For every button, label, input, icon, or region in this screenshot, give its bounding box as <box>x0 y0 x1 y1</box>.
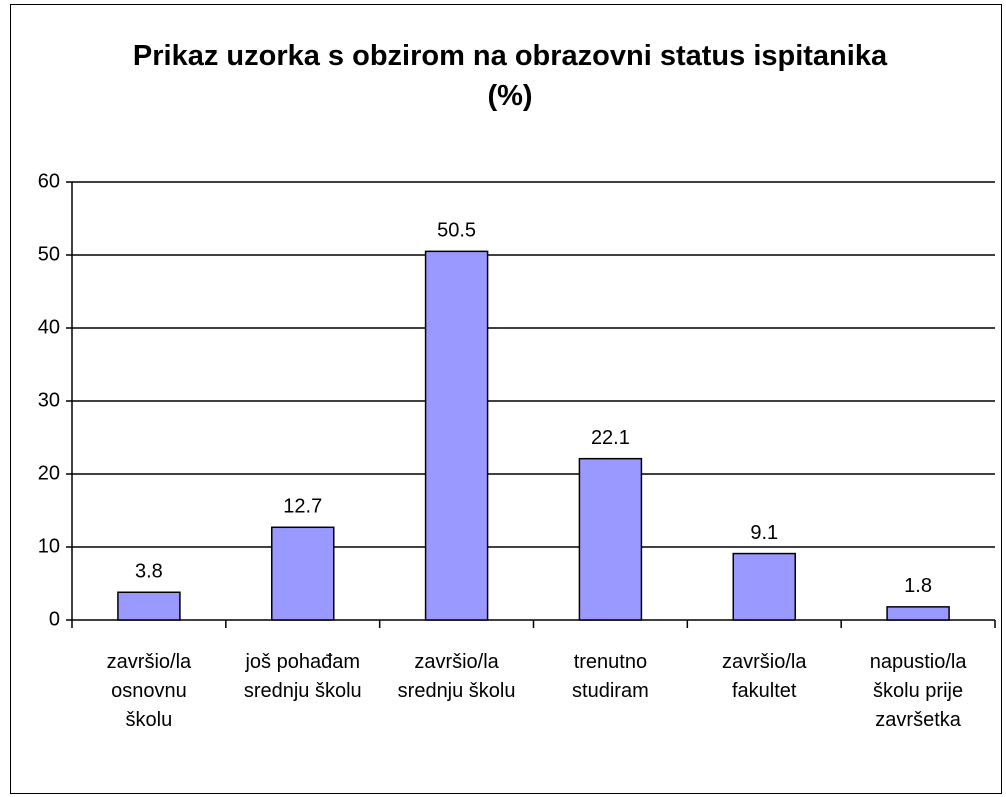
x-tick-label: završio/la fakultet <box>722 651 807 702</box>
data-label: 1.8 <box>904 575 932 597</box>
bar <box>424 250 489 621</box>
data-label: 9.1 <box>750 522 778 544</box>
data-label: 50.5 <box>437 220 476 242</box>
y-tick-label: 10 <box>38 535 60 557</box>
y-tick-label: 20 <box>38 462 60 484</box>
x-tick-label: napustio/la školu prije završetka <box>869 651 967 731</box>
y-tick-label: 0 <box>49 608 60 630</box>
x-tick-label: trenutno studiram <box>572 651 649 702</box>
data-label: 22.1 <box>591 427 630 449</box>
data-label: 12.7 <box>283 496 322 518</box>
bar <box>578 457 643 621</box>
y-tick-label: 60 <box>38 170 60 192</box>
bar <box>117 591 181 621</box>
y-tick-label: 30 <box>38 389 60 411</box>
bar <box>732 552 796 621</box>
x-tick-label: završio/la srednju školu <box>397 651 516 702</box>
chart-title: Prikaz uzorka s obzirom na obrazovni sta… <box>132 40 888 112</box>
chart-frame <box>10 4 1002 794</box>
y-tick-label: 50 <box>38 243 60 265</box>
x-tick-label: završio/la osnovnu školu <box>106 651 192 731</box>
bar <box>886 606 950 621</box>
y-tick-label: 40 <box>38 316 60 338</box>
x-tick-label: još pohađam srednju školu <box>243 651 362 702</box>
bar <box>271 526 335 621</box>
data-label: 3.8 <box>135 561 163 583</box>
